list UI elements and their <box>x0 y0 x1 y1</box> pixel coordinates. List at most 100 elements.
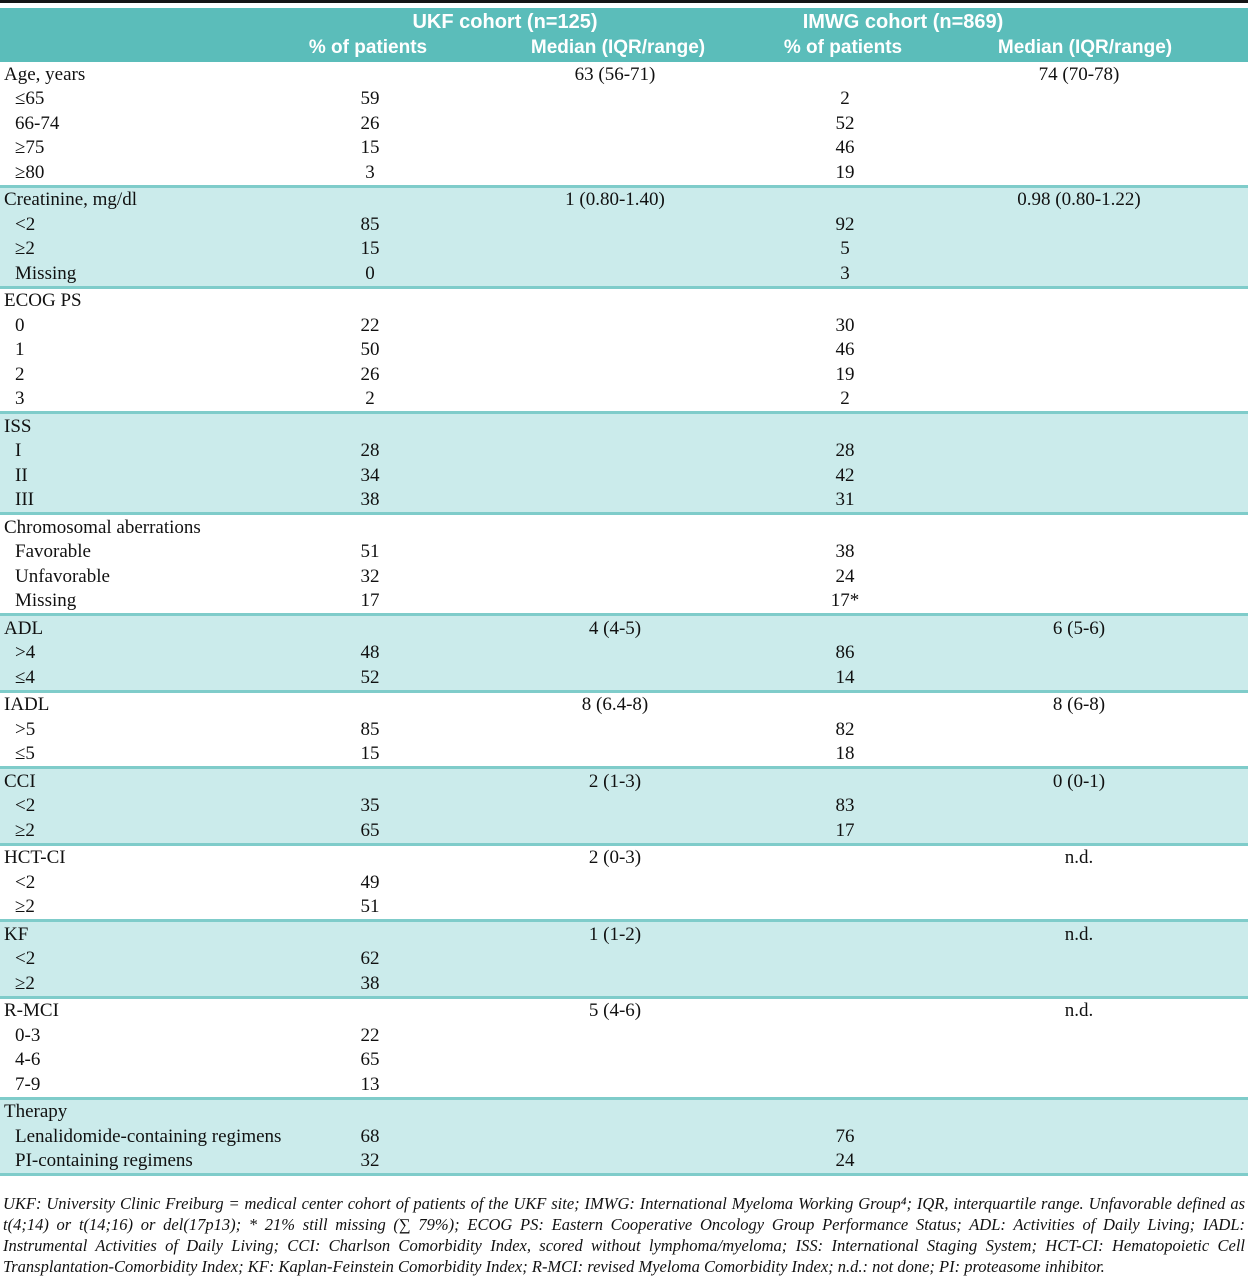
ukf-median-cell: 1 (0.80-1.40) <box>565 189 665 211</box>
row-label: HCT-CI <box>4 847 66 869</box>
row-label: >4 <box>15 642 36 664</box>
table-row: <2 35 83 <box>0 794 1248 819</box>
row-label: ISS <box>4 415 32 437</box>
table-row: ≤4 52 14 <box>0 665 1248 690</box>
row-label: R-MCI <box>4 1000 59 1022</box>
table-row: Missing 17 17* <box>0 589 1248 614</box>
section-iss: ISS I 28 28 II 34 42 III 38 31 <box>0 411 1248 512</box>
ukf-pct-cell: 59 <box>360 88 380 110</box>
imwg-pct-cell: 2 <box>840 88 850 110</box>
row-label: Age, years <box>4 63 86 85</box>
row-label: ≤4 <box>15 666 35 688</box>
section-therapy: Therapy Lenalidomide-containing regimens 6… <box>0 1096 1248 1176</box>
imwg-pct-cell: 5 <box>840 238 850 260</box>
table-row: R-MCI 5 (4-6) n.d. <box>0 999 1248 1024</box>
table-row: 7-9 13 <box>0 1072 1248 1097</box>
section-chromosomal-aberrations: Chromosomal aberrations Favorable 51 38 Unfa… <box>0 512 1248 613</box>
imwg-pct-cell: 17 <box>835 819 855 841</box>
section-iadl: IADL 8 (6.4-8) 8 (6-8) >5 85 82 ≤5 15 18 <box>0 689 1248 767</box>
imwg-pct-cell: 86 <box>835 642 855 664</box>
row-label: I <box>15 440 22 462</box>
ukf-pct-cell: 15 <box>360 137 380 159</box>
table-row: ≥80 3 19 <box>0 160 1248 185</box>
imwg-median-cell: n.d. <box>1064 1000 1094 1022</box>
imwg-pct-cell: 82 <box>835 718 855 740</box>
imwg-pct-column-header: % of patients <box>783 37 903 58</box>
table-row: 0 22 30 <box>0 313 1248 338</box>
table-row: 0-3 22 <box>0 1023 1248 1048</box>
row-label: Lenalidomide-containing regimens <box>15 1125 282 1147</box>
footnote: UKF: University Clinic Freiburg = medica… <box>3 1194 1245 1276</box>
ukf-pct-cell: 68 <box>360 1125 380 1147</box>
row-label: Creatinine, mg/dl <box>4 189 137 211</box>
row-label: 0 <box>15 314 25 336</box>
section-kf: KF 1 (1-2) n.d. <2 62 ≥2 38 <box>0 919 1248 996</box>
ukf-pct-cell: 17 <box>360 590 380 612</box>
table-row: I 28 28 <box>0 439 1248 464</box>
table-row: 66-74 26 52 <box>0 111 1248 136</box>
row-label: CCI <box>4 770 36 792</box>
table-row: ADL 4 (4-5) 6 (5-6) <box>0 616 1248 641</box>
table-row: >4 48 86 <box>0 641 1248 666</box>
table-row: ≥2 51 <box>0 895 1248 920</box>
table-row: CCI 2 (1-3) 0 (0-1) <box>0 769 1248 794</box>
row-label: II <box>15 464 28 486</box>
ukf-pct-cell: 49 <box>360 871 380 893</box>
row-label: ECOG PS <box>4 290 82 312</box>
row-label: <2 <box>15 795 36 817</box>
imwg-pct-cell: 2 <box>840 388 850 410</box>
imwg-median-cell: n.d. <box>1064 923 1094 945</box>
ukf-pct-cell: 15 <box>360 743 380 765</box>
table-body: Age, years 63 (56-71) 74 (70-78) ≤65 59 2 66-7… <box>0 62 1248 1176</box>
table-row: ≤65 59 2 <box>0 87 1248 112</box>
ukf-median-column-header: Median (IQR/range) <box>530 37 706 58</box>
table-row: Creatinine, mg/dl 1 (0.80-1.40) 0.98 (0.80… <box>0 188 1248 213</box>
row-label: 1 <box>15 339 25 361</box>
ukf-pct-cell: 48 <box>360 642 380 664</box>
ukf-pct-cell: 34 <box>360 464 380 486</box>
table-row: II 34 42 <box>0 463 1248 488</box>
row-label: ≥2 <box>15 819 35 841</box>
ukf-pct-cell: 22 <box>360 1024 380 1046</box>
table-row: <2 62 <box>0 947 1248 972</box>
imwg-pct-cell: 46 <box>835 339 855 361</box>
row-label: ≥2 <box>15 896 35 918</box>
table-row: Favorable 51 38 <box>0 540 1248 565</box>
imwg-pct-cell: 92 <box>835 213 855 235</box>
ukf-pct-cell: 85 <box>360 718 380 740</box>
row-label: Chromosomal aberrations <box>4 516 201 538</box>
table-row: Therapy <box>0 1100 1248 1125</box>
row-label: IADL <box>4 694 50 716</box>
table-row: 2 26 19 <box>0 362 1248 387</box>
ukf-pct-cell: 3 <box>365 161 375 183</box>
section-creatinine: Creatinine, mg/dl 1 (0.80-1.40) 0.98 (0.80… <box>0 184 1248 286</box>
imwg-pct-cell: 19 <box>835 363 855 385</box>
table-row: ECOG PS <box>0 289 1248 314</box>
ukf-pct-cell: 52 <box>360 666 380 688</box>
imwg-pct-cell: 24 <box>835 565 855 587</box>
ukf-pct-cell: 62 <box>360 948 380 970</box>
ukf-cohort-group-header: UKF cohort (n=125) <box>412 11 598 33</box>
table-row: <2 85 92 <box>0 212 1248 237</box>
row-label: <2 <box>15 871 36 893</box>
imwg-pct-cell: 3 <box>840 262 850 284</box>
table-row: 4-6 65 <box>0 1048 1248 1073</box>
ukf-pct-cell: 65 <box>360 1049 380 1071</box>
table-row: ≥2 15 5 <box>0 237 1248 262</box>
imwg-pct-cell: 31 <box>835 489 855 511</box>
table-row: Missing 0 3 <box>0 261 1248 286</box>
ukf-pct-cell: 22 <box>360 314 380 336</box>
section-r-mci: R-MCI 5 (4-6) n.d. 0-3 22 4-6 65 7-9 13 <box>0 995 1248 1097</box>
imwg-median-cell: 74 (70-78) <box>1038 63 1120 85</box>
imwg-median-column-header: Median (IQR/range) <box>997 37 1173 58</box>
table-row: Chromosomal aberrations <box>0 515 1248 540</box>
imwg-median-cell: 0 (0-1) <box>1052 770 1106 792</box>
row-label: 4-6 <box>15 1049 41 1071</box>
table-row: 1 50 46 <box>0 338 1248 363</box>
imwg-pct-cell: 42 <box>835 464 855 486</box>
table-row: ≥2 38 <box>0 971 1248 996</box>
table-header: UKF cohort (n=125) IMWG cohort (n=869) %… <box>0 8 1248 62</box>
row-label: <2 <box>15 213 36 235</box>
imwg-pct-cell: 83 <box>835 795 855 817</box>
